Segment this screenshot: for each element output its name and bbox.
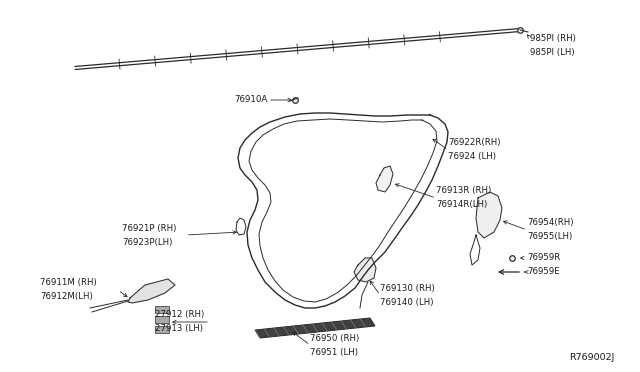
Text: 76911M (RH): 76911M (RH) [40,279,97,288]
Text: 76921P (RH): 76921P (RH) [122,224,177,232]
Text: 76913R (RH): 76913R (RH) [436,186,492,196]
Text: 76912M(LH): 76912M(LH) [40,292,93,301]
Text: 985PI (LH): 985PI (LH) [530,48,575,57]
Text: 76923P(LH): 76923P(LH) [122,237,172,247]
Text: 76922R(RH): 76922R(RH) [448,138,500,148]
Text: 76954(RH): 76954(RH) [527,218,573,228]
Text: 76955(LH): 76955(LH) [527,232,572,241]
Bar [155,316,169,323]
Polygon shape [255,318,375,338]
Text: 76924 (LH): 76924 (LH) [448,153,496,161]
Text: R769002J: R769002J [570,353,615,362]
Text: 27913 (LH): 27913 (LH) [155,324,203,334]
Text: 76950 (RH): 76950 (RH) [310,334,359,343]
Text: 985PI (RH): 985PI (RH) [530,33,576,42]
Polygon shape [476,192,502,238]
Bar [155,326,169,333]
Polygon shape [376,166,393,192]
Polygon shape [128,279,175,303]
Polygon shape [354,258,376,282]
Text: 76951 (LH): 76951 (LH) [310,347,358,356]
Text: 76910A: 76910A [235,96,268,105]
Text: 27912 (RH): 27912 (RH) [155,311,204,320]
Text: 769140 (LH): 769140 (LH) [380,298,433,307]
Bar [155,306,169,313]
Text: 769130 (RH): 769130 (RH) [380,283,435,292]
Text: 76959R: 76959R [527,253,560,263]
Text: 76914R(LH): 76914R(LH) [436,201,487,209]
Text: 76959E: 76959E [527,267,560,276]
